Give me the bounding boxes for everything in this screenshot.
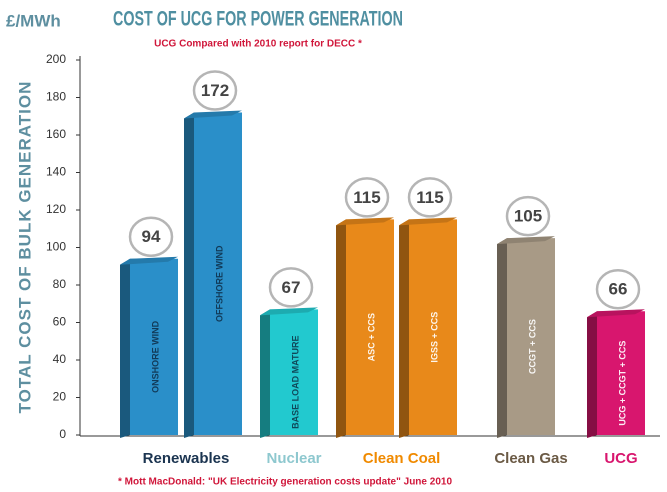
y-tick-label: 120: [46, 202, 66, 216]
y-tick-label: 60: [53, 315, 67, 329]
bar-category-label: IGSS + CCS: [429, 312, 439, 363]
bar: [507, 238, 555, 435]
bar-category-label: UCG + CCGT + CCS: [617, 341, 627, 426]
bar: [597, 311, 645, 435]
bar: [409, 219, 457, 435]
value-circle: [344, 177, 390, 218]
bar-side: [587, 311, 597, 438]
bar-category-label: OFFSHORE WIND: [214, 245, 224, 322]
bar-category-label: CCGT + CCS: [527, 319, 537, 374]
y-tick-label: 0: [59, 427, 66, 441]
y-tick-label: 40: [53, 352, 67, 366]
legend-group-label: UCG: [604, 450, 637, 467]
value-label: 115: [353, 188, 380, 207]
bar-side: [336, 219, 346, 438]
y-tick-label: 80: [53, 277, 67, 291]
footnote: * Mott MacDonald: "UK Electricity genera…: [118, 477, 452, 488]
value-circle: [505, 195, 551, 237]
y-tick-label: 180: [46, 90, 66, 104]
value-label: 66: [609, 280, 628, 299]
bar-category-label: BASE LOAD MATURE: [290, 336, 300, 429]
y-tick-label: 140: [46, 165, 66, 179]
bar-top: [587, 309, 645, 318]
bar-side: [497, 238, 507, 438]
bar: [130, 258, 178, 435]
bar-top: [336, 217, 394, 226]
value-circle: [128, 216, 174, 257]
value-circle: [595, 269, 641, 310]
bar-top: [260, 307, 318, 316]
value-label: 67: [282, 278, 301, 297]
bar-top: [399, 217, 457, 226]
legend-group-label: Renewables: [143, 450, 230, 467]
bar: [270, 309, 318, 435]
value-circle: [268, 267, 314, 308]
bar-top: [120, 256, 178, 265]
unit-label: £/MWh: [6, 11, 61, 30]
bar-category-label: ASC + CCS: [366, 313, 376, 361]
bar-top: [497, 236, 555, 245]
legend-group-label: Clean Gas: [494, 450, 567, 467]
bar-side: [260, 309, 270, 438]
legend-group-label: Nuclear: [266, 450, 321, 467]
bar-side: [399, 219, 409, 438]
y-tick-label: 20: [53, 390, 67, 404]
value-label: 172: [201, 81, 229, 100]
bar-side: [120, 258, 130, 438]
y-tick-label: 160: [46, 127, 66, 141]
value-circle: [192, 70, 238, 111]
chart-title: COST OF UCG FOR POWER GENERATION: [113, 8, 403, 31]
legend-group-label: Clean Coal: [363, 450, 441, 467]
value-label: 105: [514, 207, 542, 226]
y-tick-label: 200: [46, 52, 66, 66]
y-axis-label: TOTAL COST OF BULK GENERATION: [15, 81, 34, 414]
value-label: 94: [142, 227, 161, 246]
bar: [346, 219, 394, 435]
y-tick-label: 100: [46, 240, 66, 254]
value-circle: [407, 177, 453, 218]
bar: [194, 112, 242, 435]
chart-subtitle: UCG Compared with 2010 report for DECC *: [154, 39, 362, 50]
value-label: 115: [416, 188, 443, 207]
bar-top: [184, 110, 242, 119]
bar-side: [184, 112, 194, 438]
bar-category-label: ONSHORE WIND: [150, 320, 160, 393]
